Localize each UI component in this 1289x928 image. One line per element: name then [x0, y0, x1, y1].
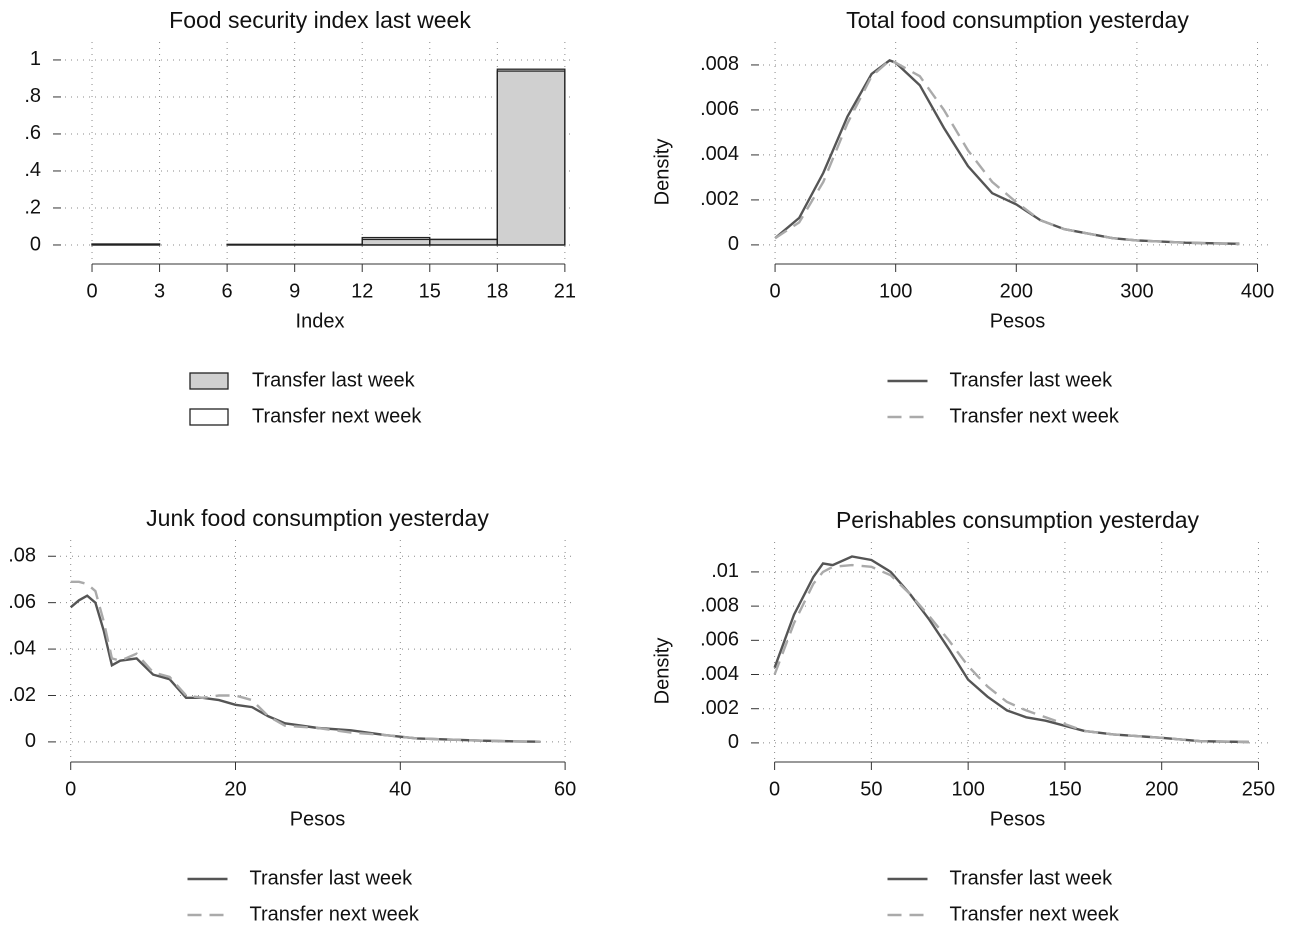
x-tick-label: 300	[1120, 280, 1153, 302]
density-line	[773, 555, 1249, 744]
density-line	[69, 594, 541, 743]
y-tick-label: .004	[700, 143, 739, 165]
histogram-bar	[226, 243, 296, 246]
y-tick-label: .2	[24, 196, 41, 218]
x-tick-label: 0	[769, 280, 780, 302]
legend-label: Transfer next week	[950, 903, 1120, 925]
x-tick-label: 250	[1242, 778, 1275, 800]
y-tick-label: 0	[728, 731, 739, 753]
y-tick-label: .006	[700, 629, 739, 651]
y-tick-label: .008	[700, 53, 739, 75]
x-tick-label: 0	[86, 280, 97, 302]
legend-label: Transfer last week	[950, 867, 1114, 889]
chart-title: Total food consumption yesterday	[846, 7, 1189, 33]
x-tick-label: 21	[554, 280, 576, 302]
chart-title: Food security index last week	[169, 7, 471, 33]
x-tick-label: 60	[554, 778, 576, 800]
histogram-bar	[294, 243, 363, 246]
legend-label: Transfer last week	[950, 369, 1114, 391]
x-tick-label: 12	[351, 280, 373, 302]
legend-key	[189, 408, 229, 426]
x-tick-label: 200	[1145, 778, 1178, 800]
y-tick-label: .06	[8, 591, 36, 613]
x-tick-label: 20	[224, 778, 246, 800]
legend-key	[189, 372, 229, 390]
y-axis-label: Density	[651, 638, 673, 705]
x-tick-label: 50	[860, 778, 882, 800]
x-axis-label: Pesos	[990, 310, 1046, 332]
chart-title: Junk food consumption yesterday	[146, 505, 489, 531]
y-tick-label: .008	[700, 594, 739, 616]
density-line	[774, 59, 1240, 246]
x-axis-label: Pesos	[290, 808, 346, 830]
y-tick-label: .04	[8, 637, 36, 659]
density-line	[70, 580, 541, 743]
x-tick-label: 150	[1048, 778, 1081, 800]
y-tick-label: .002	[700, 697, 739, 719]
x-axis-label: Index	[296, 310, 345, 332]
y-tick-label: .02	[8, 684, 36, 706]
y-tick-label: 0	[25, 730, 36, 752]
x-tick-label: 200	[1000, 280, 1033, 302]
y-tick-label: .002	[700, 188, 739, 210]
x-tick-label: 3	[154, 280, 165, 302]
x-tick-label: 400	[1241, 280, 1274, 302]
y-tick-label: .004	[700, 663, 739, 685]
y-tick-label: .08	[8, 545, 36, 567]
chart-title: Perishables consumption yesterday	[836, 507, 1200, 533]
histogram-bar	[496, 68, 566, 246]
histogram-bar	[91, 243, 161, 246]
y-tick-label: .4	[24, 159, 41, 181]
density-line	[773, 563, 1249, 744]
y-tick-label: 0	[30, 233, 41, 255]
y-tick-label: .8	[24, 85, 41, 107]
x-tick-label: 40	[389, 778, 411, 800]
x-tick-label: 6	[222, 280, 233, 302]
x-tick-label: 15	[419, 280, 441, 302]
y-tick-label: .6	[24, 122, 41, 144]
x-tick-label: 100	[879, 280, 912, 302]
legend-label: Transfer last week	[252, 369, 416, 391]
y-tick-label: 1	[30, 48, 41, 70]
x-tick-label: 100	[951, 778, 984, 800]
x-tick-label: 0	[769, 778, 780, 800]
histogram-bar	[429, 238, 498, 246]
y-axis-label: Density	[651, 139, 673, 206]
x-tick-label: 0	[65, 778, 76, 800]
legend-label: Transfer next week	[950, 405, 1120, 427]
density-line	[774, 59, 1240, 245]
x-tick-label: 9	[289, 280, 300, 302]
legend-label: Transfer next week	[250, 903, 420, 925]
x-tick-label: 18	[486, 280, 508, 302]
legend-label: Transfer last week	[250, 867, 414, 889]
x-axis-label: Pesos	[990, 808, 1046, 830]
legend-label: Transfer next week	[252, 405, 422, 427]
histogram-bar	[496, 70, 566, 246]
y-tick-label: .01	[711, 560, 739, 582]
y-tick-label: 0	[728, 233, 739, 255]
y-tick-label: .006	[700, 98, 739, 120]
histogram-bar	[361, 238, 431, 246]
